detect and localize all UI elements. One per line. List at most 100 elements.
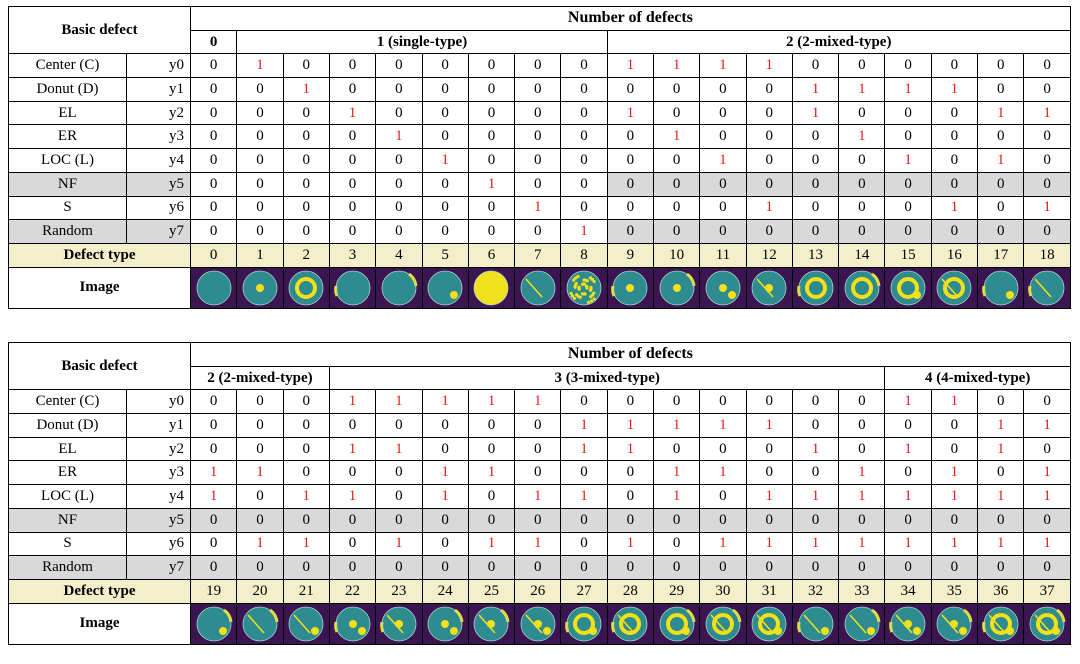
defect-type-number: 25	[467, 578, 516, 604]
wafer-map-icon	[610, 268, 651, 307]
matrix-cell: 1	[467, 389, 516, 415]
defect-type-number: 12	[745, 242, 793, 268]
defect-type-number: 28	[606, 578, 654, 604]
wafer-map-icon	[286, 268, 327, 307]
matrix-cell: 0	[514, 77, 562, 102]
matrix-cell: 0	[236, 171, 284, 197]
matrix-cell: 0	[190, 219, 238, 244]
matrix-cell: 0	[838, 507, 886, 533]
matrix-cell: 0	[652, 555, 701, 580]
defect-variable: y1	[125, 77, 192, 102]
matrix-cell: 0	[838, 171, 886, 197]
matrix-cell: 0	[977, 389, 1025, 415]
group-label: 2 (2-mixed-type)	[190, 365, 330, 391]
matrix-cell: 1	[652, 484, 701, 509]
matrix-cell: 0	[884, 460, 932, 486]
wafer-map-icon	[980, 268, 1021, 307]
image-row: Image	[7, 266, 1071, 309]
defect-variable: y0	[125, 389, 192, 415]
matrix-cell: 1	[606, 100, 654, 126]
defect-type-number: 14	[838, 242, 886, 268]
matrix-cell: 0	[652, 148, 701, 173]
matrix-cell: 0	[884, 100, 932, 126]
matrix-cell: 0	[930, 507, 979, 533]
defect-row: ER y3 0 0 0 0 1 0 0 0 0 0 1 0 0 0 1 0 0 0 0	[8, 124, 1071, 150]
matrix-cell: 0	[838, 413, 886, 438]
wafer-image-cell	[375, 602, 423, 645]
wafer-map-icon	[564, 268, 605, 307]
matrix-cell: 1	[652, 124, 701, 150]
defect-type-number: 17	[977, 242, 1025, 268]
defect-variable: y3	[125, 460, 192, 486]
matrix-cell: 0	[282, 460, 330, 486]
defect-type-number: 29	[652, 578, 701, 604]
wafer-image-cell	[421, 266, 469, 309]
matrix-cell: 0	[699, 77, 747, 102]
matrix-cell: 0	[560, 389, 608, 415]
matrix-cell: 0	[514, 171, 562, 197]
wafer-image-cell	[838, 602, 886, 645]
defect-type-row: Defect type 19 20 21 22 23 24 25 26 27 28 29 30 31 32 3…	[7, 578, 1071, 604]
matrix-cell: 0	[560, 148, 608, 173]
matrix-cell: 0	[421, 555, 469, 580]
defect-type-number: 9	[606, 242, 654, 268]
matrix-cell: 0	[606, 219, 654, 244]
matrix-cell: 1	[977, 436, 1025, 462]
defect-variable: y7	[125, 219, 192, 244]
defect-row: Donut (D) y1 0 0 0 0 0 0 0 0 1 1 1 1 1 0 0 0 0 1 1	[8, 413, 1071, 438]
wafer-image-cell	[745, 602, 793, 645]
matrix-cell: 0	[190, 436, 238, 462]
matrix-cell: 0	[745, 555, 793, 580]
matrix-cell: 0	[606, 195, 654, 221]
matrix-cell: 1	[1023, 100, 1071, 126]
matrix-cell: 0	[791, 389, 840, 415]
matrix-cell: 0	[791, 53, 840, 79]
matrix-cell: 0	[467, 507, 516, 533]
matrix-cell: 0	[1023, 219, 1071, 244]
wafer-map-icon	[888, 604, 929, 643]
defect-type-number: 19	[190, 578, 238, 604]
wafer-map-icon	[1027, 604, 1068, 643]
matrix-cell: 0	[560, 460, 608, 486]
wafer-map-icon	[239, 268, 280, 307]
defect-row: LOC (L) y4 0 0 0 0 0 1 0 0 0 0 0 1 0 0 0 1 0 1 0	[8, 148, 1071, 173]
matrix-cell: 0	[375, 460, 423, 486]
wafer-image-cell	[1023, 602, 1071, 645]
group-row: 2 (2-mixed-type) 3 (3-mixed-type) 4 (4-mix…	[9, 365, 1071, 391]
wafer-map-icon	[888, 268, 929, 307]
defect-name: LOC (L)	[8, 484, 127, 509]
matrix-cell: 0	[282, 219, 330, 244]
matrix-cell: 0	[328, 555, 377, 580]
matrix-cell: 1	[328, 436, 377, 462]
defect-type-number: 37	[1023, 578, 1071, 604]
matrix-cell: 0	[699, 195, 747, 221]
header-row: Basic defect Number of defects	[7, 5, 1071, 55]
matrix-cell: 1	[236, 460, 284, 486]
matrix-cell: 1	[467, 171, 516, 197]
matrix-cell: 0	[606, 389, 654, 415]
matrix-cell: 1	[190, 460, 238, 486]
matrix-cell: 1	[884, 148, 932, 173]
matrix-cell: 1	[791, 531, 840, 557]
matrix-cell: 1	[791, 77, 840, 102]
matrix-cell: 0	[560, 100, 608, 126]
defect-variable: y2	[125, 100, 192, 126]
wafer-map-icon	[749, 268, 790, 307]
defect-name: NF	[8, 507, 127, 533]
matrix-cell: 0	[282, 124, 330, 150]
matrix-cell: 1	[652, 413, 701, 438]
matrix-cell: 0	[236, 195, 284, 221]
matrix-cell: 0	[421, 100, 469, 126]
wafer-map-icon	[702, 268, 743, 307]
wafer-image-cell	[467, 266, 516, 309]
matrix-cell: 0	[652, 171, 701, 197]
matrix-cell: 0	[745, 436, 793, 462]
defect-row: Center (C) y0 0 0 0 1 1 1 1 1 0 0 0 0 0 0 0 1 1 0 0	[8, 389, 1071, 415]
wafer-map-icon	[471, 604, 512, 643]
matrix-cell: 1	[467, 531, 516, 557]
matrix-cell: 1	[745, 413, 793, 438]
wafer-image-cell	[652, 602, 701, 645]
matrix-cell: 0	[1023, 53, 1071, 79]
matrix-cell: 0	[745, 171, 793, 197]
matrix-cell: 1	[884, 389, 932, 415]
